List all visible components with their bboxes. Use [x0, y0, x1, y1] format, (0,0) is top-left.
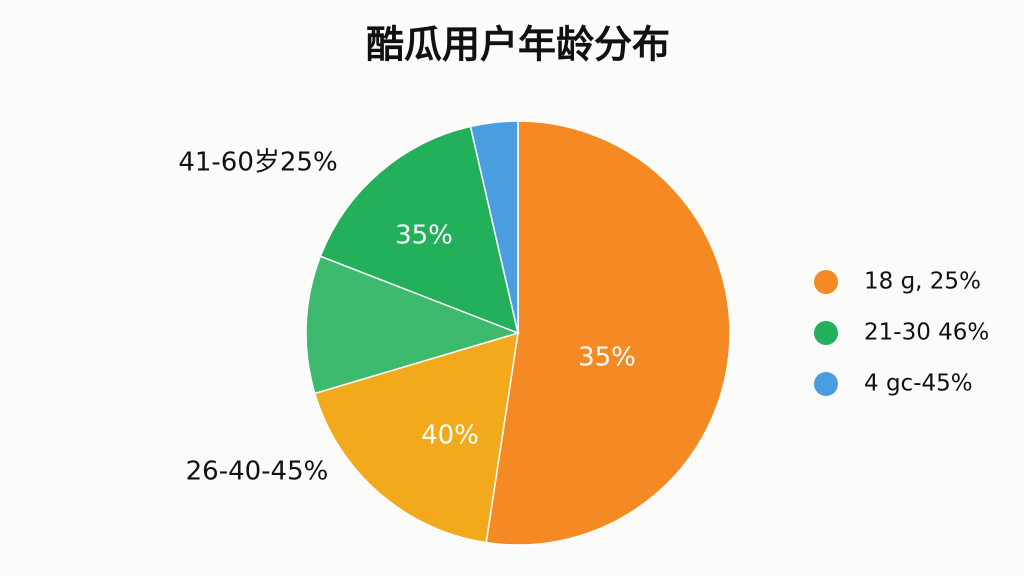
legend-marker [814, 321, 838, 345]
legend-label: 4 gc-45% [864, 371, 973, 397]
slice-label: 35% [395, 221, 453, 251]
legend-marker [814, 270, 838, 294]
slice-label: 41-60岁25% [178, 148, 337, 178]
slice-label: 26-40-45% [186, 457, 329, 487]
chart-title: 酷瓜用户年龄分布 [366, 23, 670, 67]
legend-label: 21-30 46% [864, 320, 989, 346]
slice-label: 35% [578, 343, 636, 373]
slice-label: 40% [421, 421, 479, 451]
pie-slice [485, 120, 731, 546]
legend-marker [814, 372, 838, 396]
pie-slice [313, 331, 519, 544]
pie-slice [319, 125, 520, 335]
legend-label: 18 ɡ, 25% [864, 269, 981, 295]
pie-slice [469, 120, 519, 334]
pie-slice [305, 255, 521, 395]
